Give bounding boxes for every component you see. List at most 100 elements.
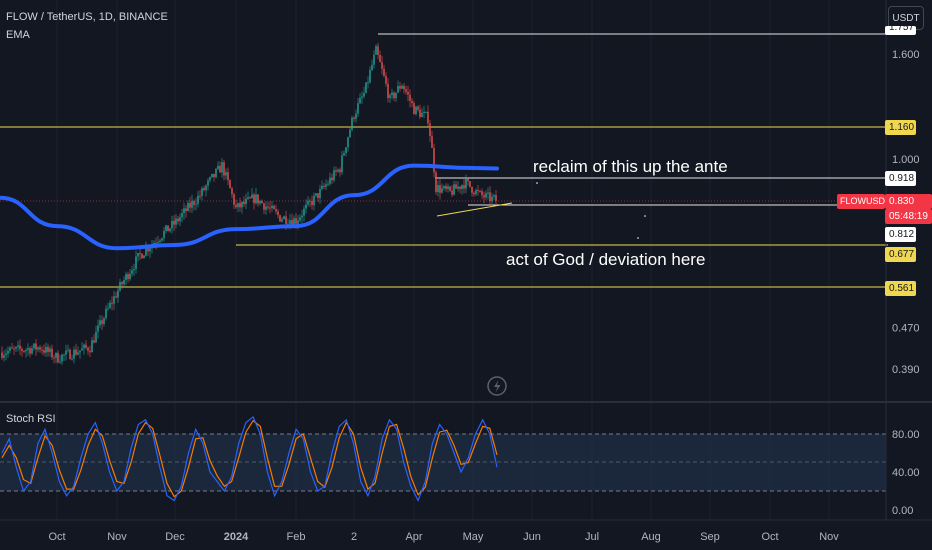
candle-body xyxy=(457,186,459,189)
candle-body xyxy=(319,189,321,199)
candle-body xyxy=(269,207,271,209)
candle-body xyxy=(347,137,349,148)
time-axis-label: Dec xyxy=(165,531,185,543)
annotation-act-of-god[interactable]: act of God / deviation here xyxy=(506,250,705,269)
candle-body xyxy=(373,54,375,65)
candle-body xyxy=(193,201,195,205)
candle-body xyxy=(181,213,183,218)
candle-body xyxy=(77,352,79,355)
candle-body xyxy=(377,46,379,56)
candle-body xyxy=(185,208,187,212)
candle-body xyxy=(131,270,133,274)
candle-body xyxy=(107,307,109,309)
stoch-rsi-k-line[interactable] xyxy=(1,415,498,502)
candle-body xyxy=(349,129,351,138)
candle-body xyxy=(353,117,355,119)
candle-body xyxy=(379,55,381,63)
candle-body xyxy=(9,347,11,351)
candle-body xyxy=(251,194,253,199)
candle-body xyxy=(119,282,121,291)
candle-body xyxy=(91,340,93,353)
candle-body xyxy=(491,196,493,202)
price-tag-1160: 1.160 xyxy=(885,120,916,135)
price-tag-0918: 0.918 xyxy=(885,171,916,186)
candle-body xyxy=(291,220,293,225)
candle-body xyxy=(315,193,317,196)
candle-body xyxy=(21,348,23,351)
candle-body xyxy=(433,147,435,173)
ema-line[interactable] xyxy=(0,163,499,251)
candle-body xyxy=(363,92,365,97)
candle-body xyxy=(1,352,3,358)
candle-body xyxy=(277,211,279,216)
candle-body xyxy=(257,194,259,204)
time-axis-label: Oct xyxy=(48,531,65,543)
candle-body xyxy=(425,111,427,113)
candle-body xyxy=(323,185,325,187)
candle-body xyxy=(481,191,483,196)
candle-body xyxy=(65,350,67,355)
candle-body xyxy=(297,220,299,224)
annotation-reclaim[interactable]: reclaim of this up the ante xyxy=(533,157,728,176)
candle-body xyxy=(81,348,83,351)
indicator-label[interactable]: EMA xyxy=(6,29,30,41)
time-axis-label: Jul xyxy=(585,531,599,543)
lightning-icon[interactable] xyxy=(487,376,507,396)
candle-body xyxy=(229,180,231,189)
candle-body xyxy=(489,192,491,202)
vertical-gridlines xyxy=(56,0,830,520)
candle-body xyxy=(441,188,443,193)
time-axis-label: May xyxy=(463,531,484,543)
candle-body xyxy=(39,347,41,350)
time-axis-label: Apr xyxy=(405,531,422,543)
candle-body xyxy=(245,198,247,205)
candle-body xyxy=(183,208,185,214)
candle-body xyxy=(285,216,287,224)
candle-body xyxy=(303,208,305,216)
candle-body xyxy=(407,91,409,95)
candle-body xyxy=(383,68,385,76)
candle-body xyxy=(221,162,223,173)
candle-body xyxy=(421,112,423,117)
level-lines xyxy=(0,33,888,288)
candle-body xyxy=(335,170,337,172)
candle-body xyxy=(43,350,45,353)
symbol-title[interactable]: FLOW / TetherUS, 1D, BINANCE xyxy=(6,11,168,23)
candle-body xyxy=(235,204,237,208)
candle-body xyxy=(409,94,411,101)
stoch-rsi-d-line[interactable] xyxy=(1,419,498,498)
candle-body xyxy=(87,347,89,351)
trend-line[interactable] xyxy=(436,202,513,217)
candle-body xyxy=(385,75,387,84)
candle-body xyxy=(143,255,145,259)
candle-body xyxy=(179,217,181,222)
candle-body xyxy=(5,353,7,356)
candle-body xyxy=(73,349,75,359)
candle-body xyxy=(37,347,39,350)
annotation-dot xyxy=(536,182,538,184)
candle-body xyxy=(419,109,421,117)
candle-body xyxy=(133,268,135,271)
candle-body xyxy=(25,349,27,352)
candle-body xyxy=(23,350,25,352)
candle-body xyxy=(281,219,283,222)
candle-body xyxy=(135,256,137,269)
price-tag-0561: 0.561 xyxy=(885,281,916,296)
price-axis-label: 0.390 xyxy=(892,364,920,376)
candle-body xyxy=(167,225,169,232)
time-axis-label: Feb xyxy=(287,531,306,543)
candle-body xyxy=(211,173,213,178)
candle-body xyxy=(369,70,371,83)
candle-body xyxy=(199,195,201,197)
candle-body xyxy=(209,177,211,181)
candle-body xyxy=(371,64,373,71)
candle-body xyxy=(275,209,277,212)
candle-body xyxy=(429,123,431,137)
candle-body xyxy=(175,218,177,225)
candle-body xyxy=(161,238,163,241)
candle-body xyxy=(165,225,167,232)
annotation-dot xyxy=(644,215,646,217)
candle-body xyxy=(29,348,31,354)
rsi-axis-label: 0.00 xyxy=(892,505,913,517)
